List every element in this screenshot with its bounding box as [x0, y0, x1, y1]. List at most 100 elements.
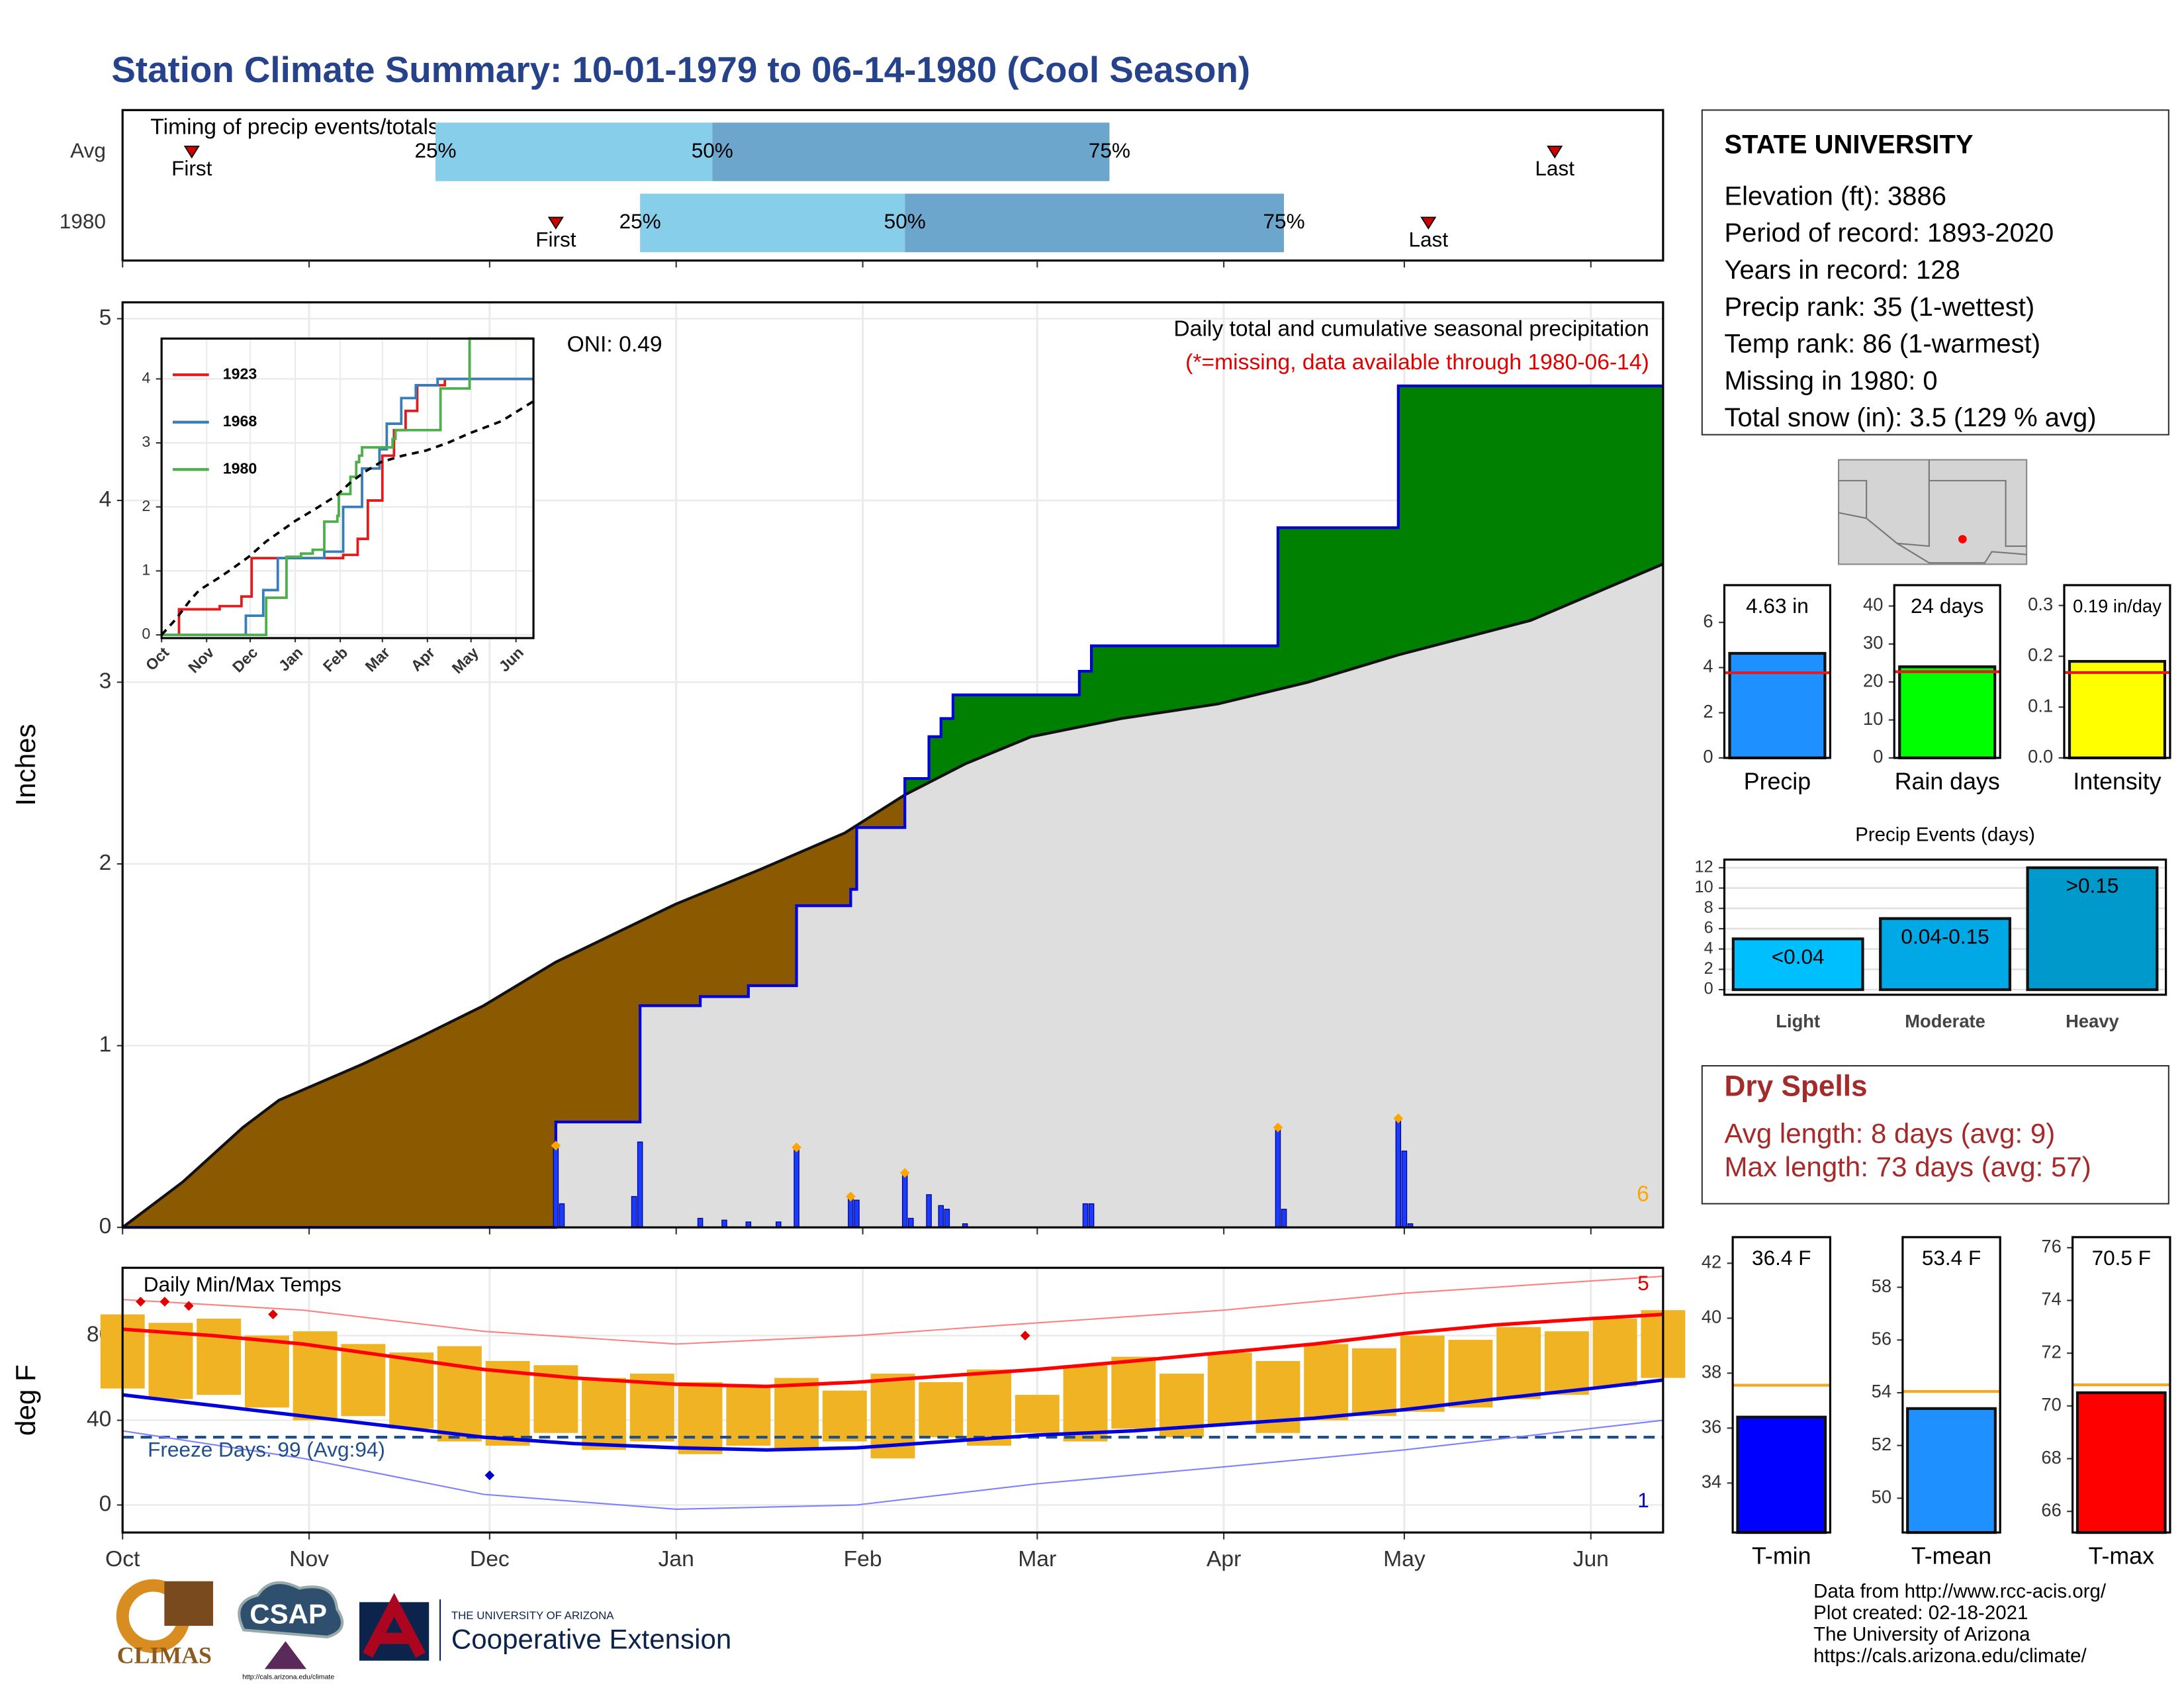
temp-range-bar — [389, 1352, 434, 1429]
temp-line — [122, 1312, 1664, 1388]
x-tick-label: Dec — [470, 1547, 510, 1571]
y-tick-label: 56 — [1872, 1328, 1891, 1348]
y-tick-label: 0.2 — [2028, 645, 2053, 665]
y-tick-label: 6 — [1703, 610, 1713, 631]
map-background — [1838, 459, 2028, 565]
x-tick-label: Jun — [1573, 1547, 1609, 1571]
temp-range-bar — [1111, 1356, 1156, 1429]
plot-frame — [121, 109, 1664, 262]
event-label: First — [171, 156, 212, 180]
daily-precip-bar — [1281, 1209, 1287, 1228]
legend-label: 1980 — [223, 459, 257, 477]
category-label: Heavy — [2066, 1011, 2119, 1031]
heavy-event-marker — [1273, 1122, 1283, 1133]
legend-label: 1968 — [223, 412, 257, 430]
value-label: 70.5 F — [2092, 1246, 2151, 1270]
value-label: 0.19 in/day — [2073, 596, 2161, 616]
ua-a — [363, 1593, 426, 1658]
csap-mountain — [264, 1641, 307, 1669]
y-tick-label: 70 — [2041, 1394, 2061, 1415]
y-tick-label: 8 — [1704, 898, 1713, 917]
temp-range-bar — [1448, 1339, 1493, 1408]
daily-precip-bar — [1082, 1203, 1089, 1228]
record-low-marker — [484, 1470, 495, 1481]
value-label: 24 days — [1911, 594, 1984, 618]
daily-precip-bar — [938, 1205, 944, 1228]
daily-precip-bar — [908, 1217, 914, 1228]
y-tick-label: 0.1 — [2028, 695, 2053, 716]
bar — [2068, 659, 2167, 760]
value-label: 36.4 F — [1752, 1246, 1811, 1270]
y-tick-label: 2 — [142, 497, 150, 514]
daily-precip-bar — [1401, 1150, 1408, 1228]
y-tick-label: 0 — [1873, 746, 1883, 767]
station-box — [1701, 109, 2169, 436]
y-axis-label: Inches — [10, 724, 41, 806]
bar — [2075, 1391, 2167, 1534]
x-tick-label: Mar — [1018, 1547, 1056, 1571]
y-tick-label: 4 — [99, 487, 112, 512]
credit-line: Data from http://www.rcc-acis.org/ — [1813, 1580, 2107, 1602]
y-tick-label: 50 — [1872, 1487, 1891, 1507]
ua-name: THE UNIVERSITY OF ARIZONA — [451, 1609, 614, 1622]
quartile-bar — [435, 122, 713, 181]
inset-series-line — [160, 400, 535, 636]
dry-spells-box — [1701, 1064, 2169, 1205]
record-high-marker — [183, 1301, 194, 1311]
bar-category: Precip — [1744, 768, 1811, 794]
oni-annotation: ONI: 0.49 — [567, 332, 662, 357]
temp-range-bar — [774, 1378, 819, 1450]
plot-frame — [1723, 858, 2167, 996]
temp-range-bar — [1592, 1318, 1637, 1387]
y-tick-label: 3 — [142, 433, 150, 450]
quartile-bar — [640, 193, 905, 252]
inset-series-line — [161, 337, 534, 637]
freeze-annotation: Freeze Days: 99 (Avg:94) — [148, 1438, 385, 1462]
y-tick-label: 42 — [1702, 1252, 1721, 1272]
y-tick-label: 1 — [142, 561, 150, 579]
extension-name: Cooperative Extension — [451, 1623, 731, 1654]
bar — [1736, 1415, 1827, 1534]
low-note: 1 — [1637, 1488, 1649, 1512]
temp-range-bar — [1304, 1344, 1349, 1421]
x-tick-label: Oct — [105, 1547, 140, 1571]
dry-spells-title: Dry Spells — [1724, 1070, 1867, 1102]
quartile-label: 75% — [1089, 138, 1130, 162]
y-tick-label: 76 — [2041, 1236, 2061, 1256]
chart-title: Daily total and cumulative seasonal prec… — [1173, 317, 1649, 342]
credit-line: https://cals.arizona.edu/climate/ — [1813, 1645, 2087, 1667]
bin-label: >0.15 — [2066, 874, 2119, 898]
chart-title: Precip Events (days) — [1855, 824, 2035, 846]
station-location — [1958, 535, 1967, 543]
quartile-label: 25% — [414, 138, 456, 162]
y-tick-label: 2 — [1704, 959, 1713, 978]
page-title: Station Climate Summary: 10-01-1979 to 0… — [111, 49, 1250, 90]
heavy-event-marker — [1393, 1113, 1404, 1123]
quartile-label: 50% — [884, 209, 926, 233]
temp-line — [122, 1419, 1664, 1510]
temp-line — [122, 1378, 1664, 1452]
y-tick-label: 52 — [1872, 1434, 1891, 1454]
temp-range-bar — [822, 1390, 867, 1442]
plot-frame — [1893, 584, 2001, 759]
csap-cloud — [238, 1581, 344, 1639]
quartile-label: 50% — [692, 138, 733, 162]
station-line: Period of record: 1893-2020 — [1724, 218, 2054, 248]
y-tick-label: 10 — [1695, 878, 1713, 896]
y-tick-label: 0 — [142, 625, 150, 642]
legend-label: 1923 — [223, 365, 257, 382]
y-tick-label: 54 — [1872, 1381, 1891, 1401]
timing-title: Timing of precip events/totals — [150, 115, 439, 140]
daily-precip-bar — [1088, 1203, 1095, 1228]
temp-line — [122, 1275, 1663, 1345]
temp-range-bar — [485, 1360, 530, 1446]
category-label: Moderate — [1905, 1011, 1985, 1031]
temp-range-bar — [1351, 1348, 1396, 1417]
station-line: Precip rank: 35 (1-wettest) — [1724, 293, 2034, 322]
daily-precip-bar — [697, 1217, 704, 1228]
bar-category: T-mean — [1911, 1542, 1991, 1569]
station-line: Years in record: 128 — [1724, 256, 1960, 285]
climas-logo-block — [164, 1581, 214, 1626]
temp-range-bar — [1400, 1335, 1445, 1412]
y-tick-label: 0.3 — [2028, 594, 2053, 614]
